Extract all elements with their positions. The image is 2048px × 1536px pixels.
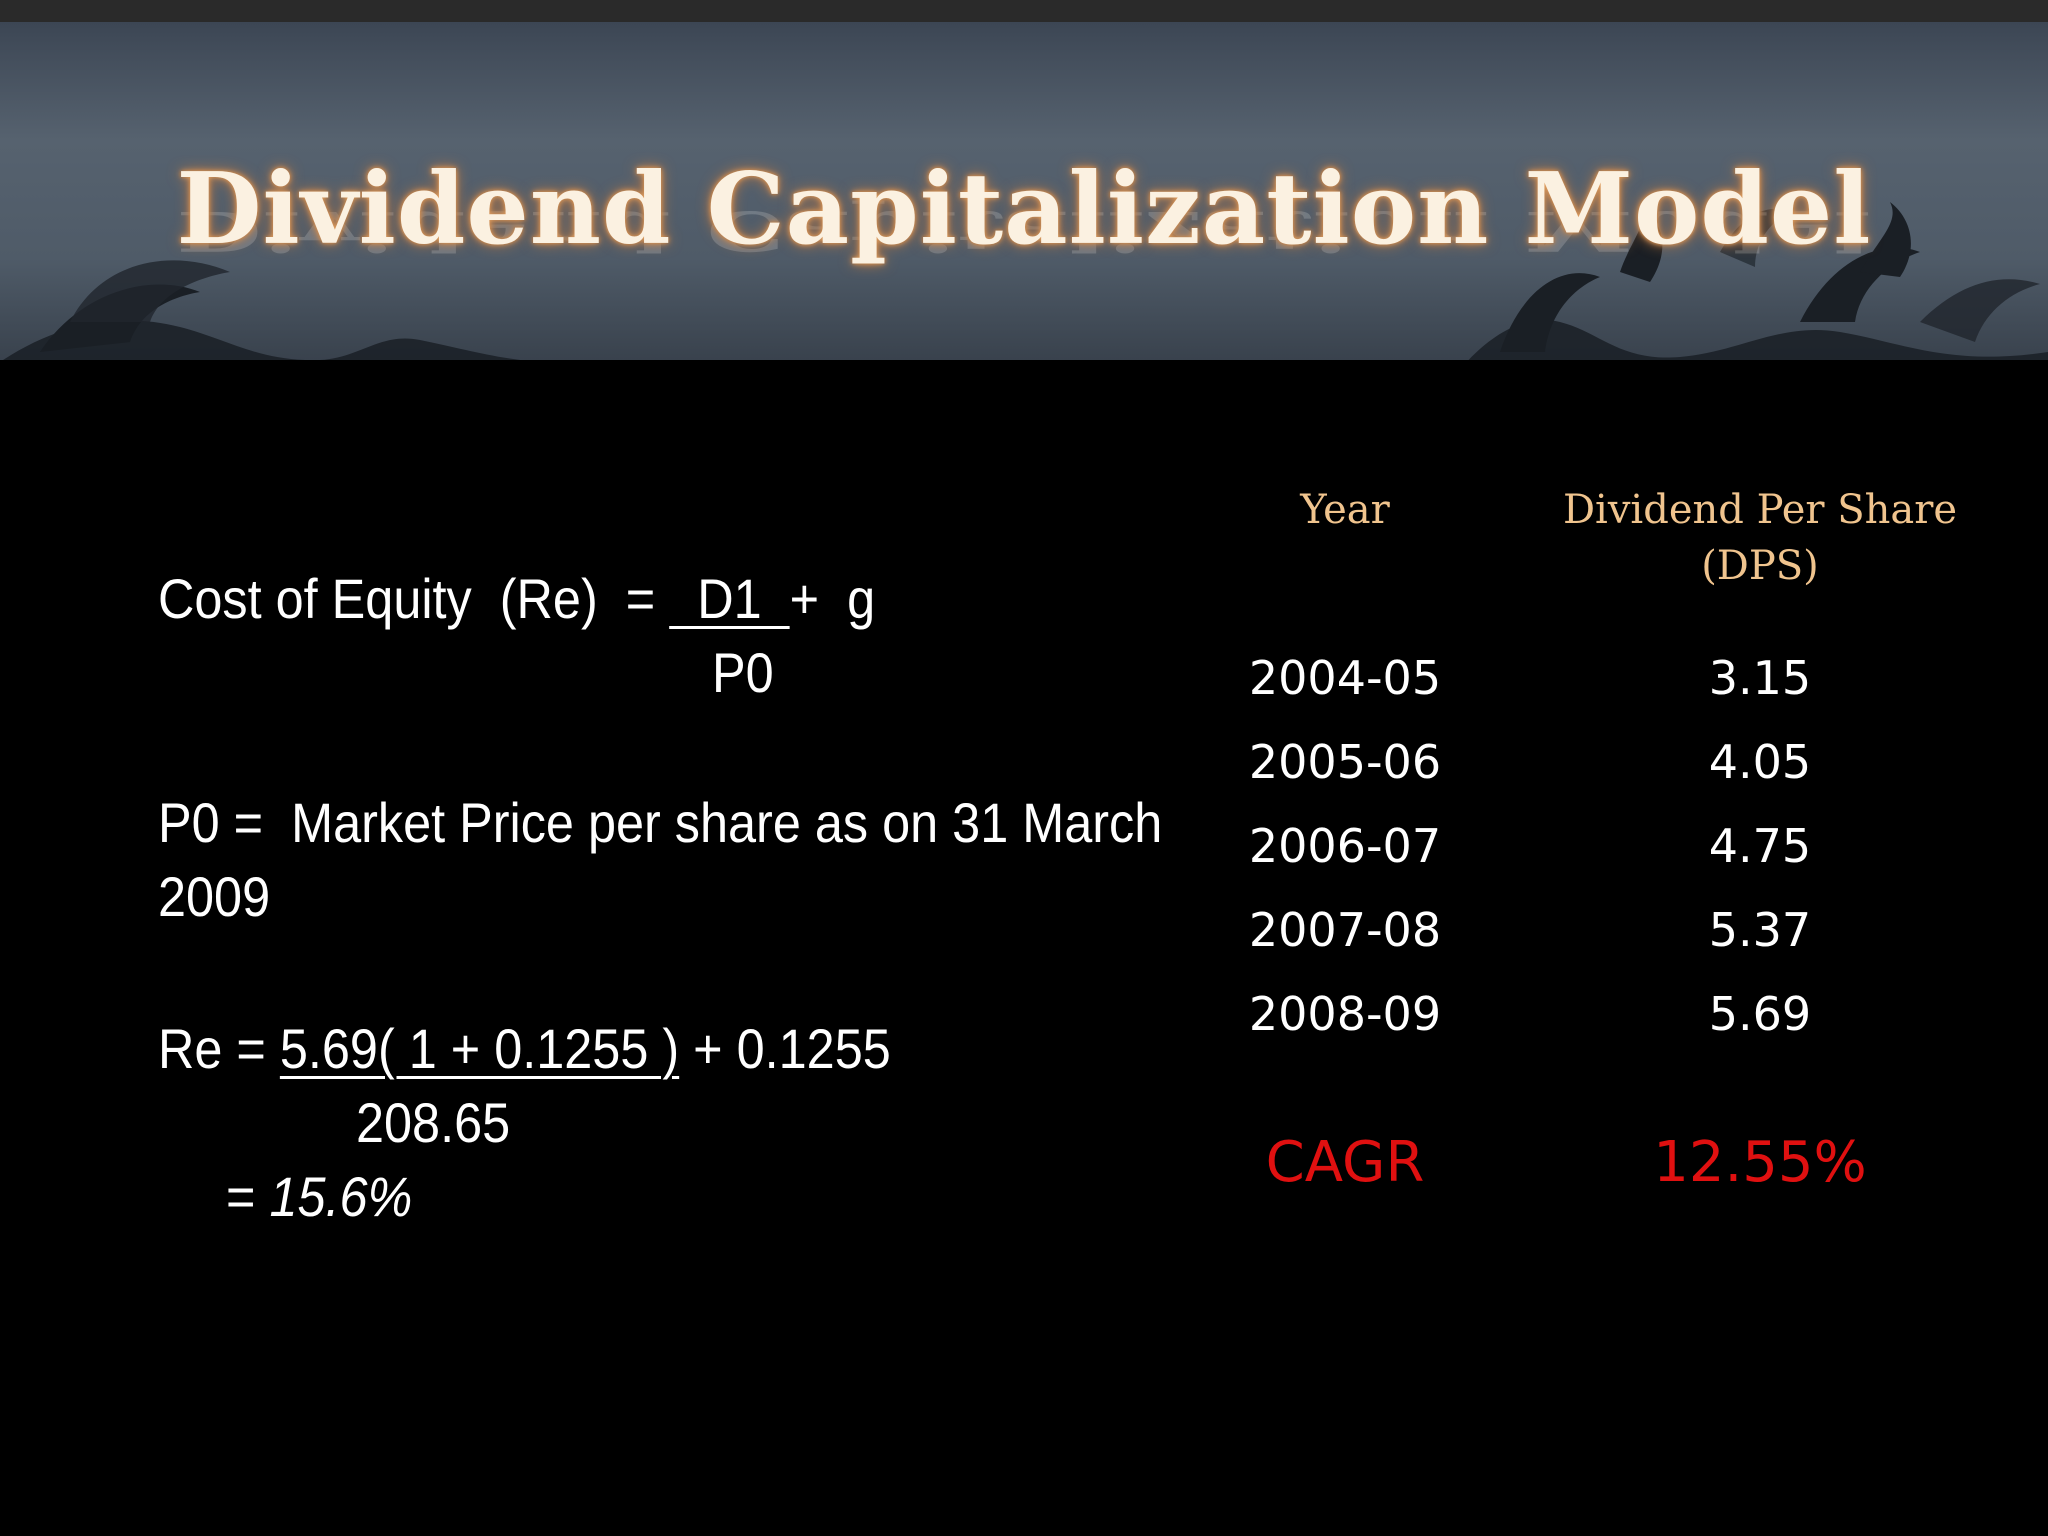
p0-definition-line2: 2009 xyxy=(158,865,271,928)
decorative-swirl-graphic xyxy=(3,202,2048,360)
slide-title: Dividend Capitalization Model xyxy=(176,152,1872,267)
table-cell-year: 2005-06 xyxy=(1248,735,1442,789)
column-header-dps: Dividend Per Share (DPS) xyxy=(1562,487,1958,589)
re-tail: + 0.1255 xyxy=(679,1017,891,1080)
p0-denominator: P0 xyxy=(712,641,774,704)
table-cell-dps: 4.75 xyxy=(1708,819,1812,873)
cost-of-equity-line: Cost of Equity (Re) = D1 + g xyxy=(158,566,875,631)
re-result-line: = 15.6% xyxy=(226,1164,412,1229)
table-cell-dps: 5.69 xyxy=(1708,987,1812,1041)
re-prefix: Re = xyxy=(158,1017,280,1080)
result-prefix: = xyxy=(226,1165,270,1228)
table-cell-year: 2008-09 xyxy=(1248,987,1442,1041)
p0-definition-line1: P0 = Market Price per share as on 31 Mar… xyxy=(158,791,1163,854)
cagr-label: CAGR xyxy=(1265,1130,1425,1195)
cagr-value: 12.55% xyxy=(1653,1130,1867,1195)
cost-of-equity-label: Cost of Equity (Re) = xyxy=(158,567,670,630)
re-denominator: 208.65 xyxy=(356,1091,511,1154)
table-cell-dps: 3.15 xyxy=(1708,651,1812,705)
column-header-year: Year xyxy=(1300,487,1390,533)
result-value: 15.6% xyxy=(269,1165,413,1228)
plus-g: + g xyxy=(789,567,876,630)
table-cell-year: 2004-05 xyxy=(1248,651,1442,705)
d1-numerator: D1 xyxy=(669,567,790,630)
table-cell-year: 2006-07 xyxy=(1248,819,1442,873)
table-cell-dps: 4.05 xyxy=(1708,735,1812,789)
re-numerator: 5.69( 1 + 0.1255 ) xyxy=(279,1017,680,1080)
table-cell-year: 2007-08 xyxy=(1248,903,1442,957)
table-cell-dps: 5.37 xyxy=(1708,903,1812,957)
title-banner: Dividend Capitalization Model Dividend C… xyxy=(0,0,2048,360)
re-calculation-line: Re = 5.69( 1 + 0.1255 ) + 0.1255 xyxy=(158,1016,891,1081)
